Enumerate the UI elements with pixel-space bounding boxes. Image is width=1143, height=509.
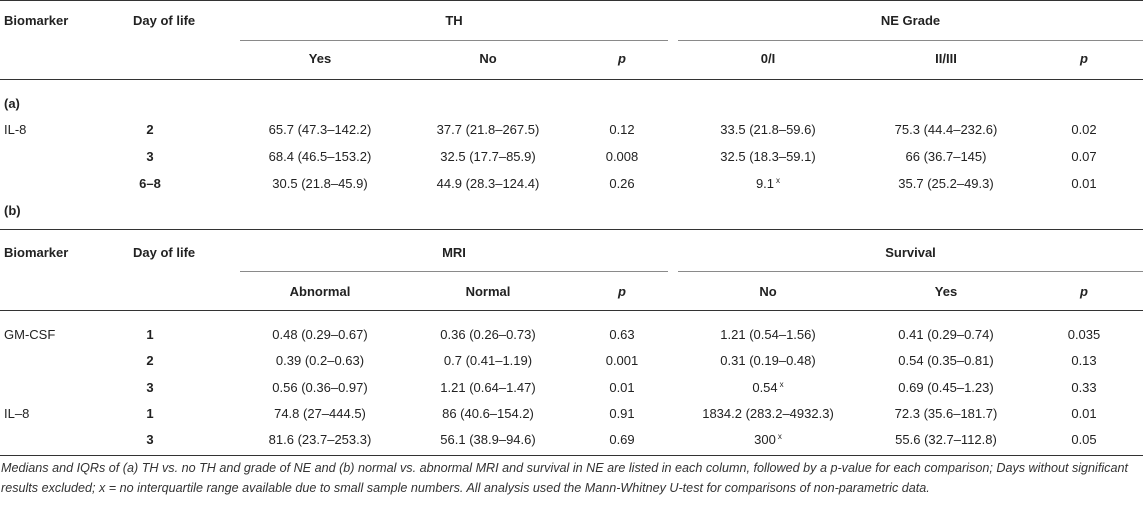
table-cell: 0.39 (0.2–0.63) [275,353,365,368]
p-value: 0.001 [605,353,639,368]
footnote-marker: x [776,176,781,185]
p-value: 0.07 [1071,149,1097,164]
table-cell: 0.48 (0.29–0.67) [272,327,368,342]
subheader-abnormal: Abnormal [289,284,351,299]
subheader-normal: Normal [465,284,511,299]
table-cell: 0.56 (0.36–0.97) [272,380,368,395]
table-cell: 74.8 (27–444.5) [274,406,366,421]
table-cell: 68.4 (46.5–153.2) [268,149,372,164]
col-header-day: Day of life [133,245,196,260]
day-of-life: 3 [146,149,154,164]
table-bottom-rule [0,455,1143,456]
table-cell: 1.21 (0.64–1.47) [440,380,536,395]
p-value: 0.13 [1071,353,1097,368]
p-value: 0.05 [1071,432,1097,447]
day-of-life: 2 [146,353,154,368]
subheader-p: p [1080,51,1088,66]
table-cell: 0.41 (0.29–0.74) [898,327,994,342]
p-value: 0.26 [609,176,635,191]
p-value: 0.63 [609,327,635,342]
cell-value: 9.1 [755,176,775,191]
table-cell: 0.31 (0.19–0.48) [720,353,816,368]
table-cell: 72.3 (35.6–181.7) [894,406,998,421]
subheader-yes: Yes [934,284,958,299]
table-cell: 56.1 (38.9–94.6) [440,432,536,447]
day-of-life: 3 [146,380,154,395]
table-caption: Medians and IQRs of (a) TH vs. no TH and… [1,461,1128,495]
col-header-day: Day of life [133,13,196,28]
p-value: 0.33 [1071,380,1097,395]
group-header-th: TH [445,13,463,28]
table-cell: 35.7 (25.2–49.3) [898,176,994,191]
table-cell: 65.7 (47.3–142.2) [268,122,372,137]
group-header-mri: MRI [442,245,466,260]
table-top-rule [0,0,1143,1]
table-cell: 33.5 (21.8–59.6) [720,122,816,137]
table-cell: 0.69 (0.45–1.23) [898,380,994,395]
part-b-header-bottom-rule [0,310,1143,311]
group-underline-survival [678,271,1143,272]
part-b-top-rule [0,229,1143,230]
day-of-life: 3 [146,432,154,447]
p-value: 0.69 [609,432,635,447]
table-cell-with-note: 300 x [678,432,858,447]
table-cell: 75.3 (44.4–232.6) [894,122,998,137]
table-cell: 86 (40.6–154.2) [442,406,534,421]
day-of-life: 6–8 [139,176,161,191]
day-of-life: 2 [146,122,154,137]
footnote-marker: x [779,380,784,389]
section-label-b: (b) [4,203,21,218]
cell-value: 0.54 [752,380,778,395]
table-cell: 0.36 (0.26–0.73) [440,327,536,342]
table-cell: 55.6 (32.7–112.8) [895,432,997,447]
p-value: 0.01 [1071,176,1097,191]
group-header-survival: Survival [885,245,936,260]
cell-value: 300 [754,432,776,447]
subheader-no: No [479,51,497,66]
biomarker-name: IL–8 [4,406,30,421]
group-header-ne-grade: NE Grade [880,13,941,28]
header-bottom-rule [0,79,1143,80]
biomarker-name: GM-CSF [4,327,56,342]
p-value: 0.01 [609,380,635,395]
p-value: 0.02 [1071,122,1097,137]
day-of-life: 1 [146,406,154,421]
table-cell: 32.5 (17.7–85.9) [440,149,536,164]
subheader-0-i: 0/I [760,51,776,66]
col-header-biomarker: Biomarker [4,245,69,260]
subheader-ii-iii: II/III [935,51,957,66]
group-underline-th [240,40,668,41]
table-cell: 32.5 (18.3–59.1) [720,149,816,164]
subheader-p: p [618,51,626,66]
day-of-life: 1 [146,327,154,342]
p-value: 0.12 [609,122,635,137]
group-underline-ne [678,40,1143,41]
table-cell: 81.6 (23.7–253.3) [268,432,372,447]
table-cell: 66 (36.7–145) [905,149,987,164]
table-cell-with-note: 0.54 x [678,380,858,395]
table-cell: 0.54 (0.35–0.81) [898,353,994,368]
table-cell: 44.9 (28.3–124.4) [436,176,540,191]
table-cell: 0.7 (0.41–1.19) [443,353,533,368]
table-cell: 1834.2 (283.2–4932.3) [702,406,834,421]
subheader-p: p [618,284,626,299]
col-header-biomarker: Biomarker [4,13,69,28]
table-cell: 30.5 (21.8–45.9) [272,176,368,191]
subheader-p: p [1080,284,1088,299]
p-value: 0.008 [605,149,639,164]
subheader-no: No [759,284,777,299]
subheader-yes: Yes [308,51,332,66]
table-cell-with-note: 9.1 x [678,176,858,191]
biomarker-name: IL-8 [4,122,27,137]
p-value: 0.91 [609,406,635,421]
table-cell: 1.21 (0.54–1.56) [720,327,816,342]
p-value: 0.035 [1067,327,1101,342]
footnote-marker: x [777,432,782,441]
p-value: 0.01 [1071,406,1097,421]
table-cell: 37.7 (21.8–267.5) [436,122,540,137]
group-underline-mri [240,271,668,272]
section-label-a: (a) [4,96,20,111]
